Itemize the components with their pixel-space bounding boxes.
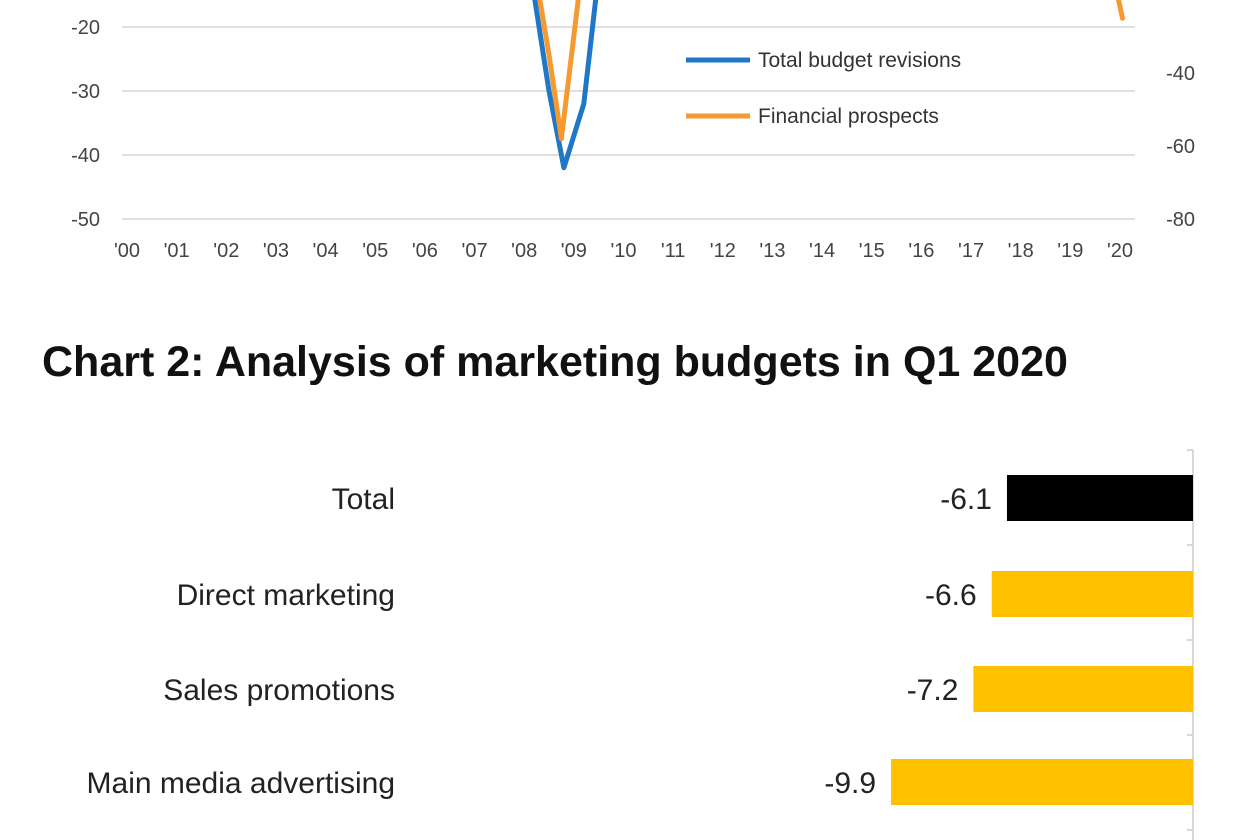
x-axis-tick-label: '10 [610, 240, 636, 262]
x-axis-tick-label: '06 [412, 240, 438, 262]
x-axis-tick-label: '17 [958, 240, 984, 262]
category-label: Main media advertising [87, 767, 395, 800]
left-axis-tick-label: -30 [71, 81, 100, 103]
x-axis-tick-label: '14 [809, 240, 835, 262]
bar-value-label: -7.2 [907, 674, 959, 707]
bar-sales-promotions [973, 666, 1193, 712]
x-axis-tick-label: '13 [759, 240, 785, 262]
right-axis-tick-label: -40 [1166, 63, 1195, 85]
series-line-2-seg-1 [537, 0, 581, 142]
x-axis-tick-label: '15 [859, 240, 885, 262]
bar-direct-marketing [991, 571, 1193, 617]
series-line-1-seg-1 [532, 0, 599, 171]
x-axis-tick-label: '20 [1107, 240, 1133, 262]
x-axis-tick-label: '09 [561, 240, 587, 262]
left-axis-tick-label: -40 [71, 145, 100, 167]
x-axis-tick-label: '02 [213, 240, 239, 262]
x-axis-tick-label: '03 [263, 240, 289, 262]
x-axis-tick-label: '12 [710, 240, 736, 262]
bar-main-media-advertising [891, 759, 1193, 805]
x-axis-tick-label: '08 [511, 240, 537, 262]
legend-label-1: Total budget revisions [758, 49, 961, 72]
x-axis-tick-label: '11 [661, 240, 686, 262]
bar-value-label: -6.6 [925, 579, 977, 612]
right-axis-tick-label: -60 [1166, 136, 1195, 158]
bar-value-label: -9.9 [824, 767, 876, 800]
bar-total [1006, 475, 1193, 521]
legend-label-2: Financial prospects [758, 105, 939, 128]
category-label: Total [332, 483, 395, 516]
x-axis-tick-label: '18 [1008, 240, 1034, 262]
series-line-2-seg-2 [1116, 0, 1125, 21]
x-axis-tick-label: '07 [462, 240, 488, 262]
left-axis-tick-label: -20 [71, 17, 100, 39]
left-axis-tick-label: -50 [71, 209, 100, 231]
x-axis-tick-label: '05 [362, 240, 388, 262]
chart-2-title: Chart 2: Analysis of marketing budgets i… [42, 338, 1068, 386]
chart-2: -6.1 Total -6.6 Direct marketing -7.2 Sales p… [87, 449, 1194, 840]
x-axis-tick-label: '01 [164, 240, 190, 262]
chart-1: -20 -30 -40 -50 -40 -60 -80 '00 '01 '02 '03 '04 '05 '… [71, 0, 1195, 262]
bar-value-label: -6.1 [940, 483, 992, 516]
x-axis-tick-label: '19 [1057, 240, 1083, 262]
category-label: Direct marketing [177, 579, 395, 612]
x-axis-tick-label: '04 [313, 240, 339, 262]
x-axis-tick-label: '00 [114, 240, 140, 262]
right-axis-tick-label: -80 [1166, 209, 1195, 231]
category-label: Sales promotions [163, 674, 395, 707]
x-axis-tick-label: '16 [908, 240, 934, 262]
